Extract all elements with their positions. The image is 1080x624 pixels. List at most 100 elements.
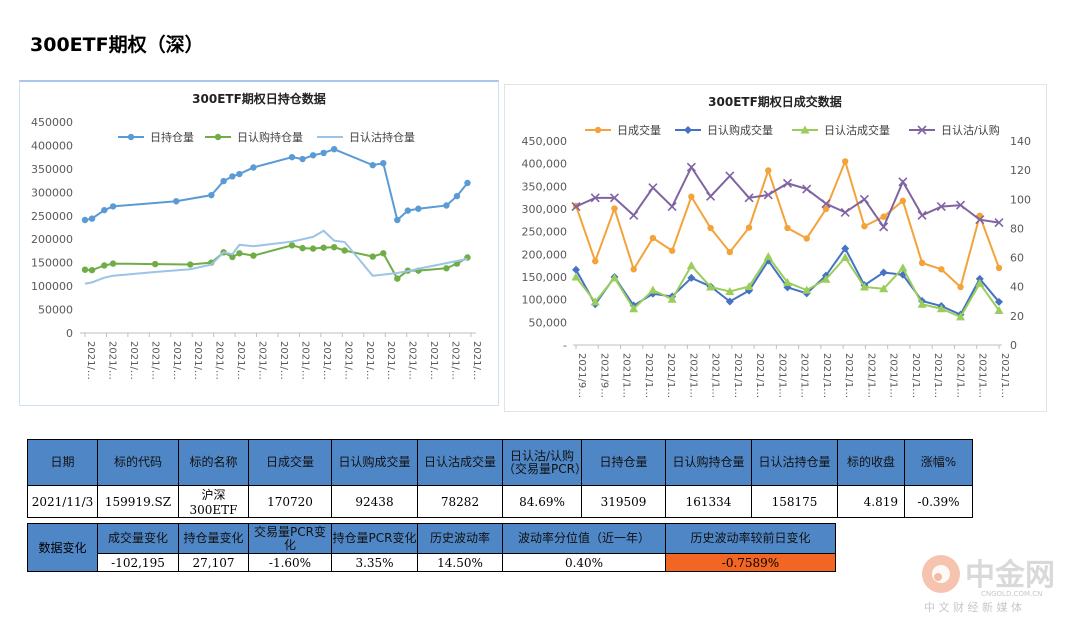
data-point [464,179,471,187]
legend-label: 日认沽/认购 [941,123,1000,137]
table1-value-cell: 161334 [665,485,752,518]
data-point [88,266,96,274]
data-point [822,205,830,213]
table2-header-cell: 历史波动率较前日变化 [665,523,836,554]
data-point [667,294,677,303]
x-tick-label: 2021/1… [665,353,676,398]
y-tick-label: 200000 [31,233,73,246]
table2-value-cell: -1.60% [248,553,332,572]
data-point [726,248,734,256]
x-tick-label: 2021/1… [799,353,810,398]
y2-tick-label: 120 [1010,164,1031,177]
data-point [783,277,792,286]
data-point [101,206,108,214]
data-point [109,203,117,210]
y-tick-label: - [563,339,567,352]
data-point [994,218,1004,228]
legend-label: 日成交量 [617,123,661,137]
data-point [765,167,772,174]
table1-value-cell: 170720 [248,485,332,518]
series-line [575,165,1000,230]
data-point [229,173,236,180]
table2-value-cell: 3.35% [331,553,418,572]
data-point [956,312,966,321]
y2-tick-label: 20 [1010,310,1024,323]
legend-label: 日认购持仓量 [237,130,303,144]
y-tick-label: 50000 [38,304,73,317]
y-tick-label: 250,000 [522,226,568,239]
volume-chart-svg: 300ETF期权日成交数据 - 50,000 100,000 150,000 200,00… [522,94,1032,398]
data-point [648,183,658,193]
x-tick-label: 2021/… [106,341,117,380]
data-point [341,247,348,254]
x-tick-label: 2021/1… [710,353,721,398]
x-tick-label: 2021/1… [621,353,632,398]
data-point [763,190,773,200]
x-tick-label: 2021/… [192,341,203,380]
data-point [707,224,714,232]
x-tick-label: 2021/… [364,341,375,380]
x-tick-label: 2021/… [471,341,482,380]
data-point [975,274,984,283]
data-point [668,247,676,254]
data-point [861,223,868,230]
data-point [208,191,215,199]
data-point [309,152,317,159]
series-line [84,229,468,285]
x-tick-label: 2021/… [450,341,461,380]
y-tick-label: 150,000 [522,271,568,284]
data-point [802,184,812,194]
legend-marker [800,125,810,134]
open-interest-chart-svg: 300ETF期权日持仓数据 0 50000 100000 150000 200000 250… [31,91,482,380]
x-tick-label: 2021/… [214,341,225,380]
y2-tick-label: 60 [1010,252,1024,265]
data-point [320,244,327,251]
x-tick-label: 2021/… [128,341,139,380]
x-tick-label: 2021/1… [776,353,787,398]
x-tick-label: 2021/1… [932,353,943,398]
data-point [938,266,945,273]
data-point [995,264,1003,272]
open-interest-chart: 300ETF期权日持仓数据 0 50000 100000 150000 200000 250… [19,80,499,406]
y-tick-label: 300,000 [522,203,568,216]
data-point [898,263,908,272]
data-point [917,299,927,308]
x-tick-label: 2021/1… [954,353,965,398]
table1-header-cell: 日持仓量 [581,439,666,486]
data-point [250,252,257,259]
table2-header-cell: 持仓量变化 [178,523,249,554]
page-title: 300ETF期权（深） [30,34,204,56]
y-tick-label: 150000 [31,257,73,270]
x-tick-label: 2021/1… [999,353,1010,398]
table2-value-cell: -0.7589% [665,553,836,572]
table2-value-cell: 14.50% [417,553,503,572]
table1-value-cell: 159919.SZ [97,485,179,518]
data-point [898,177,908,187]
table1-value-cell: 84.69% [502,485,582,518]
data-point [957,283,964,291]
data-change-table: 数据变化 成交量变化 持仓量变化 交易量PCR变化 持仓量PCR变化 历史波动率 波动率分… [27,523,836,572]
y-tick-label: 450,000 [522,135,568,148]
data-point [571,202,581,212]
data-point [936,202,946,212]
data-point [443,265,450,272]
x-tick-label: 2021/1… [843,353,854,398]
series-line [575,158,1000,289]
table2-value-cell: 27,107 [178,553,249,572]
table1-value-cell: 2021/11/3 [27,485,98,518]
table2-value-cell: -102,195 [97,553,179,572]
cngold-logo-mark: 中金网 CNGOLD.COM.CN 中 文 财 经 新 媒 体 [922,555,1055,614]
data-point [688,193,695,200]
data-point [288,153,296,161]
data-point [369,253,376,260]
data-point [415,205,422,212]
table1-value-cell: 4.819 [837,485,905,518]
data-point [109,260,117,267]
data-point [840,207,850,217]
data-point [994,306,1004,315]
y-tick-label: 450000 [31,116,73,129]
data-point [236,170,243,178]
data-point [667,202,677,212]
table1-value-cell: -0.39% [904,485,973,518]
data-point [629,304,639,313]
